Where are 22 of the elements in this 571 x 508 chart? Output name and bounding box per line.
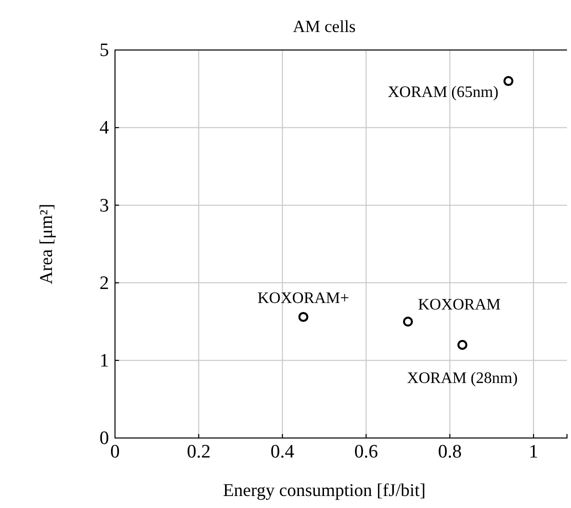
x-tick-label: 0.8	[438, 441, 462, 462]
y-axis-title: Area [μm²]	[36, 204, 56, 284]
x-tick-label: 0.4	[270, 441, 295, 462]
y-tick-label: 1	[100, 350, 109, 372]
annotation: XORAM (65nm)	[388, 84, 498, 102]
y-tick-label: 3	[100, 195, 109, 216]
point	[402, 316, 413, 327]
x-tick-label: 0.2	[186, 441, 211, 462]
x-tick-label: 0.6	[354, 441, 378, 462]
chart-title: AM cells	[292, 17, 356, 36]
y-tick-label: 0	[100, 428, 109, 450]
y-tick-label: 5	[100, 40, 109, 62]
annotation: KOXORAM+	[257, 290, 350, 307]
y-tick-label: 2	[100, 272, 109, 294]
annotation: XORAM (28nm)	[407, 370, 518, 387]
y-tick-label: 4	[100, 118, 110, 139]
point	[457, 340, 468, 350]
x-tick-label: 1	[528, 441, 538, 462]
annotation: KOXORAM	[418, 296, 501, 314]
point	[298, 312, 308, 322]
point	[503, 76, 514, 86]
x-axis-title: Energy consumption [fJ/bit]	[222, 480, 426, 500]
